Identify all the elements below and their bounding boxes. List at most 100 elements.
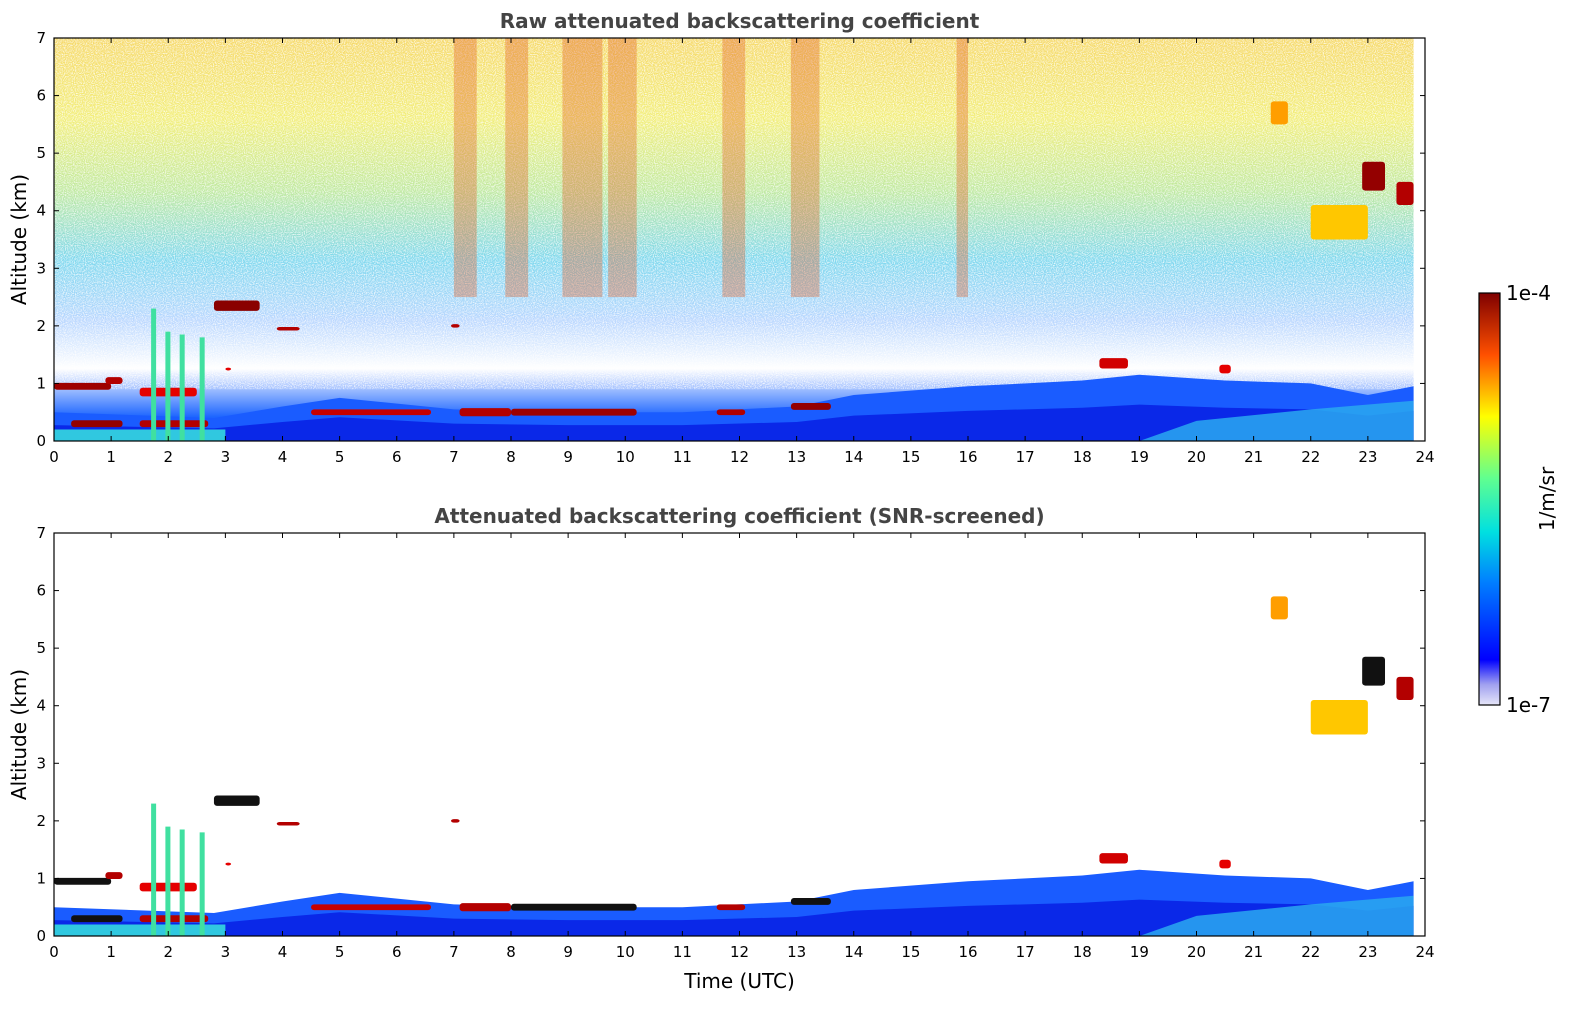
heatmap-field <box>54 38 1425 441</box>
precip-column <box>165 331 171 441</box>
x-tick-label: 22 <box>1301 448 1320 466</box>
x-tick-label: 17 <box>1016 448 1035 466</box>
cloud-feature <box>459 408 511 417</box>
x-tick-label: 13 <box>787 943 806 961</box>
cloud-feature <box>716 409 746 416</box>
cloud-feature <box>1396 181 1414 205</box>
x-tick-label: 4 <box>278 943 288 961</box>
chart-title: Attenuated backscattering coefficient (S… <box>434 504 1044 528</box>
cloud-feature <box>790 403 831 410</box>
y-tick-label: 6 <box>36 582 46 600</box>
cloud-feature <box>1270 101 1288 125</box>
y-tick-label: 7 <box>36 29 46 47</box>
x-tick-label: 20 <box>1187 943 1206 961</box>
noise-streak <box>956 38 968 298</box>
y-axis-label: Altitude (km) <box>7 669 31 800</box>
x-tick-label: 24 <box>1415 448 1434 466</box>
x-tick-label: 18 <box>1073 943 1092 961</box>
precip-column <box>199 832 205 936</box>
x-tick-label: 1 <box>106 448 116 466</box>
x-tick-label: 21 <box>1244 448 1263 466</box>
noise-streak <box>453 38 477 298</box>
x-tick-label: 19 <box>1130 943 1149 961</box>
cloud-feature <box>276 822 300 826</box>
x-tick-label: 0 <box>49 943 59 961</box>
cloud-feature <box>225 367 232 371</box>
x-tick-label: 17 <box>1016 943 1035 961</box>
x-tick-label: 15 <box>901 448 920 466</box>
x-tick-label: 22 <box>1301 943 1320 961</box>
x-tick-label: 13 <box>787 448 806 466</box>
x-axis-label: Time (UTC) <box>683 969 795 993</box>
x-tick-label: 9 <box>563 943 573 961</box>
y-tick-label: 3 <box>36 754 46 772</box>
cloud-feature <box>225 862 232 866</box>
cloud-feature <box>139 420 209 428</box>
y-tick-label: 5 <box>36 144 46 162</box>
precip-column <box>179 829 185 936</box>
noise-streak <box>562 38 603 298</box>
colorbar-label: 1/m/sr <box>1535 466 1559 531</box>
y-tick-label: 3 <box>36 259 46 277</box>
x-tick-label: 10 <box>616 448 635 466</box>
cloud-feature <box>1396 676 1414 700</box>
x-tick-label: 12 <box>730 448 749 466</box>
x-tick-label: 2 <box>163 943 173 961</box>
cloud-feature <box>213 300 260 311</box>
boundary-layer-core <box>54 899 1414 936</box>
cloud-feature <box>1310 699 1368 735</box>
noise-streak <box>505 38 529 298</box>
y-tick-label: 5 <box>36 639 46 657</box>
cloud-feature <box>511 408 637 416</box>
cloud-feature <box>54 382 112 390</box>
y-tick-label: 1 <box>36 869 46 887</box>
x-tick-label: 19 <box>1130 448 1149 466</box>
cloud-feature <box>276 327 300 331</box>
noise-streak <box>790 38 820 298</box>
surface-aerosol <box>1139 895 1414 936</box>
x-tick-label: 21 <box>1244 943 1263 961</box>
y-tick-label: 0 <box>36 927 46 945</box>
cloud-feature <box>71 915 123 923</box>
cloud-feature <box>311 409 432 416</box>
cloud-feature <box>105 872 123 880</box>
x-tick-label: 16 <box>958 943 977 961</box>
cloud-feature <box>71 420 123 428</box>
x-tick-label: 14 <box>844 943 863 961</box>
precip-column <box>179 334 185 441</box>
y-tick-label: 4 <box>36 202 46 220</box>
cloud-feature <box>1099 358 1128 369</box>
x-tick-label: 1 <box>106 943 116 961</box>
noise-streak <box>722 38 746 298</box>
colorbar-gradient <box>1478 292 1501 706</box>
precip-column <box>165 826 171 936</box>
x-tick-label: 6 <box>392 448 402 466</box>
cloud-feature <box>213 795 260 806</box>
boundary-layer-core <box>54 404 1414 441</box>
y-tick-label: 2 <box>36 317 46 335</box>
cloud-feature <box>1099 853 1128 864</box>
cloud-feature <box>1219 859 1231 869</box>
x-tick-label: 23 <box>1358 943 1377 961</box>
x-tick-label: 15 <box>901 943 920 961</box>
y-tick-label: 2 <box>36 812 46 830</box>
x-tick-label: 6 <box>392 943 402 961</box>
precip-column <box>199 337 205 441</box>
noise-streak <box>608 38 637 298</box>
y-tick-label: 1 <box>36 374 46 392</box>
cloud-feature <box>54 877 112 885</box>
cloud-feature <box>790 898 831 905</box>
x-tick-label: 4 <box>278 448 288 466</box>
cloud-feature <box>1310 204 1368 240</box>
cloud-feature <box>105 377 123 385</box>
x-tick-label: 5 <box>335 448 345 466</box>
cloud-feature <box>1219 364 1231 374</box>
x-tick-label: 3 <box>221 448 231 466</box>
x-tick-label: 8 <box>506 943 516 961</box>
y-axis-label: Altitude (km) <box>7 174 31 305</box>
x-tick-label: 16 <box>958 448 977 466</box>
cloud-feature <box>139 915 209 923</box>
cloud-feature <box>716 904 746 911</box>
surface-aerosol-early <box>54 924 226 936</box>
